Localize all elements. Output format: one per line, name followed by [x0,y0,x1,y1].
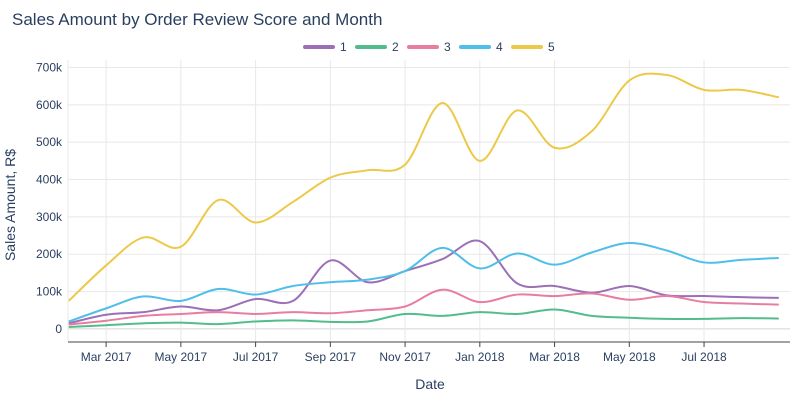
series-line-1 [68,239,779,325]
y-tick-label: 100k [36,285,63,299]
legend-label-5: 5 [548,40,555,54]
legend-label-1: 1 [340,40,347,54]
series-line-5 [68,72,779,302]
legend-label-2: 2 [392,40,399,54]
y-tick-label: 500k [36,135,63,149]
y-axis-title: Sales Amount, R$ [2,149,18,261]
series-lines [68,72,779,329]
y-tick-label: 700k [36,60,63,74]
series-line-4 [68,242,779,323]
x-axis-title: Date [415,376,445,392]
y-tick-label: 300k [36,210,63,224]
x-tick-label: Mar 2018 [529,350,580,364]
x-tick-label: Mar 2017 [81,350,132,364]
gridlines [67,60,790,347]
y-axis-ticks: 0 100k 200k 300k 400k 500k 600k 700k [36,60,63,335]
y-tick-label: 200k [36,247,63,261]
series-line-2 [68,308,779,329]
x-tick-label: May 2017 [155,350,208,364]
x-tick-label: Jul 2018 [681,350,727,364]
legend-label-3: 3 [444,40,451,54]
y-tick-label: 0 [55,322,62,336]
legend-label-4: 4 [496,40,503,54]
series-line-3 [68,288,779,326]
y-tick-label: 400k [36,173,63,187]
x-tick-label: Jan 2018 [455,350,505,364]
x-tick-label: May 2018 [603,350,656,364]
x-axis-ticks: Mar 2017 May 2017 Jul 2017 Sep 2017 Nov 2017… [81,350,727,364]
x-tick-label: Sep 2017 [305,350,357,364]
chart-title: Sales Amount by Order Review Score and M… [12,10,382,29]
x-tick-label: Nov 2017 [379,350,431,364]
y-tick-label: 600k [36,98,63,112]
legend: 1 2 3 4 5 [303,40,555,54]
x-tick-label: Jul 2017 [233,350,279,364]
